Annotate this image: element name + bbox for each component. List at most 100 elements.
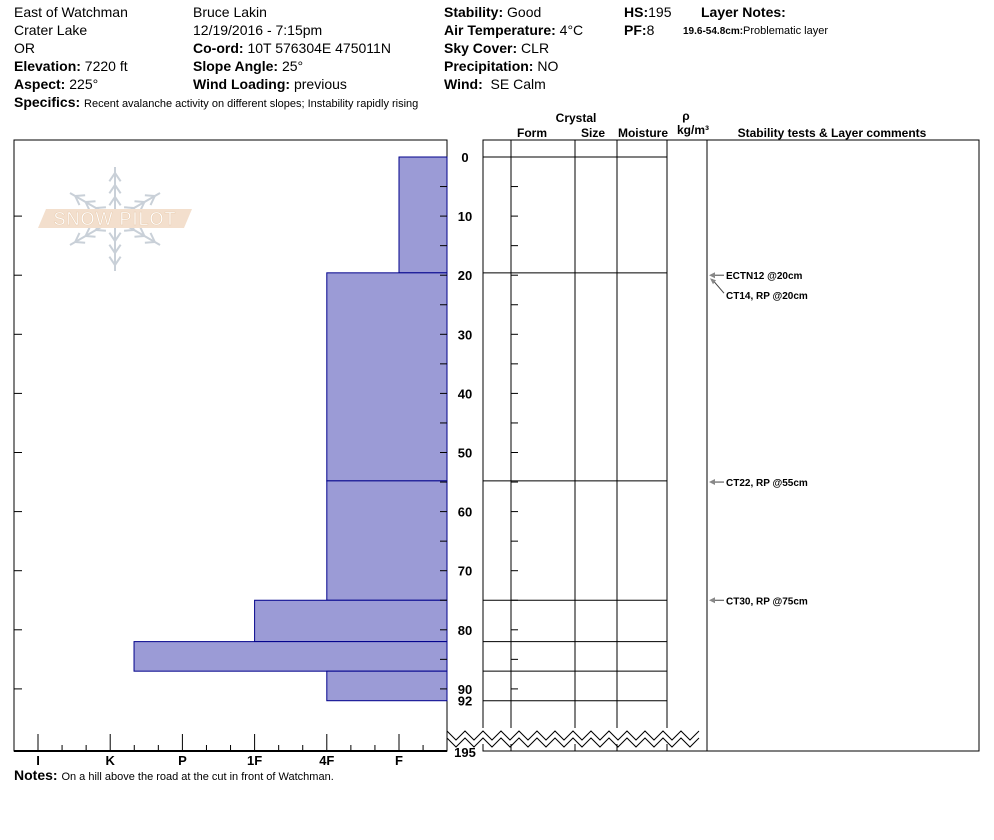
slope-value: 25° (281, 58, 304, 74)
snowflake-branch (149, 232, 156, 243)
stability-test-label: CT22, RP @55cm (726, 478, 808, 489)
sky-value: CLR (521, 40, 550, 56)
col-crystal: Crystal (556, 111, 597, 125)
wind-label: Wind: (444, 76, 483, 92)
arrow-head-icon (709, 597, 715, 604)
wind-loading: Wind Loading: previous (193, 75, 347, 93)
snowflake-branch (114, 244, 122, 254)
layer-bar (398, 156, 448, 274)
snowflake-branch (108, 184, 116, 194)
snowflake-branch (134, 200, 145, 203)
col-form: Form (517, 126, 547, 140)
stability-test-label: ECTN12 @20cm (726, 271, 803, 282)
depth-tick-label: 0 (461, 150, 468, 165)
snowflake-branch (144, 241, 155, 244)
snowflake-branch (124, 229, 135, 232)
hs-label: HS: (624, 4, 649, 20)
col-comments: Stability tests & Layer comments (738, 126, 927, 140)
snowflake-branch (75, 194, 86, 197)
col-rho: ρ (682, 109, 689, 123)
snowflake-branch (74, 195, 81, 206)
snowflake-branch (95, 206, 106, 209)
depth-tick-label: 20 (458, 268, 472, 283)
notes: Notes: On a hill above the road at the c… (14, 766, 334, 786)
arrow-head-icon (709, 272, 715, 279)
snowflake-branch (108, 196, 116, 206)
col-density: kg/m³ (677, 123, 709, 137)
snowflake-branch (85, 235, 96, 238)
break-mask (448, 728, 706, 744)
pf-value: 8 (646, 22, 655, 38)
snowflake-branch (114, 196, 122, 206)
hardness-tick-label: P (178, 753, 187, 768)
notes-label: Notes: (14, 767, 58, 783)
slope-angle: Slope Angle: 25° (193, 57, 303, 75)
layer-bar (133, 641, 448, 672)
specifics-label: Specifics: (14, 94, 81, 110)
depth-tick-label: 92 (458, 694, 472, 709)
sky-cover: Sky Cover: CLR (444, 39, 549, 57)
hardness-tick-label: I (36, 753, 40, 768)
hardness-tick-label: F (395, 753, 403, 768)
precip-value: NO (537, 58, 559, 74)
specifics: Specifics: Recent avalanche activity on … (14, 93, 418, 113)
snowflake-branch (134, 235, 145, 238)
arrow-head-icon (709, 479, 715, 486)
hardness-tick-label: 4F (319, 753, 334, 768)
snowflake-branch (114, 232, 122, 242)
specifics-value: Recent avalanche activity on different s… (84, 98, 419, 110)
precipitation: Precipitation: NO (444, 57, 558, 75)
coord: Co-ord: 10T 576304E 475011N (193, 39, 391, 57)
snowflake-branch (84, 226, 91, 237)
sky-label: Sky Cover: (444, 40, 518, 56)
hardness-tick-label: K (106, 753, 116, 768)
layer-bar (326, 272, 448, 482)
coord-value: 10T 576304E 475011N (247, 40, 391, 56)
notes-value: On a hill above the road at the cut in f… (61, 771, 334, 783)
logo-band (38, 209, 192, 228)
snowflake-branch (75, 241, 86, 244)
aspect-value: 225° (69, 76, 99, 92)
snowflake-branch (124, 206, 135, 209)
datetime: 12/19/2016 - 7:15pm (193, 22, 323, 38)
stability-label: Stability: (444, 4, 504, 20)
snowflake-branch (108, 172, 116, 182)
snowflake-branch (114, 172, 122, 182)
area: Crater Lake (14, 22, 88, 38)
slope-label: Slope Angle: (193, 58, 279, 74)
snowflake-branch (108, 232, 116, 242)
layer-notes-label: Layer Notes: (701, 4, 786, 20)
depth-tick-label: 60 (458, 505, 472, 520)
snowflake-branch (108, 244, 116, 254)
layer-table-frame (482, 139, 980, 752)
hs: HS:195 (624, 3, 671, 21)
snowflake-branch (149, 195, 156, 206)
wind-value: SE Calm (490, 76, 546, 92)
air-temp-value: 4°C (559, 22, 584, 38)
depth-tick-label: 50 (458, 446, 472, 461)
snowflake-branch (114, 184, 122, 194)
depth-tick-label: 70 (458, 564, 472, 579)
snowflake-branch (74, 232, 81, 243)
column-dividers (510, 140, 708, 751)
snowflake-branch (114, 256, 122, 266)
depth-break-zigzag (446, 737, 700, 748)
layer-bar (254, 599, 448, 643)
stability: Stability: Good (444, 3, 541, 21)
layer-bar (326, 670, 448, 702)
snowpilot-logo: SNOW PILOT (38, 167, 192, 271)
stability-test-label: CT14, RP @20cm (726, 291, 808, 302)
stability-value: Good (507, 4, 542, 20)
logo-text: SNOW PILOT (53, 209, 176, 229)
pf-label: PF: (624, 22, 647, 38)
depth-break-zigzag (446, 730, 700, 741)
col-size: Size (581, 126, 605, 140)
depth-tick-label: 80 (458, 623, 472, 638)
air-temp-label: Air Temperature: (444, 22, 556, 38)
depth-tick-label: 90 (458, 682, 472, 697)
arrow-head-icon (710, 278, 716, 285)
layer-note-text: Problematic layer (743, 25, 829, 37)
elevation-value: 7220 ft (84, 58, 128, 74)
precip-label: Precipitation: (444, 58, 534, 74)
